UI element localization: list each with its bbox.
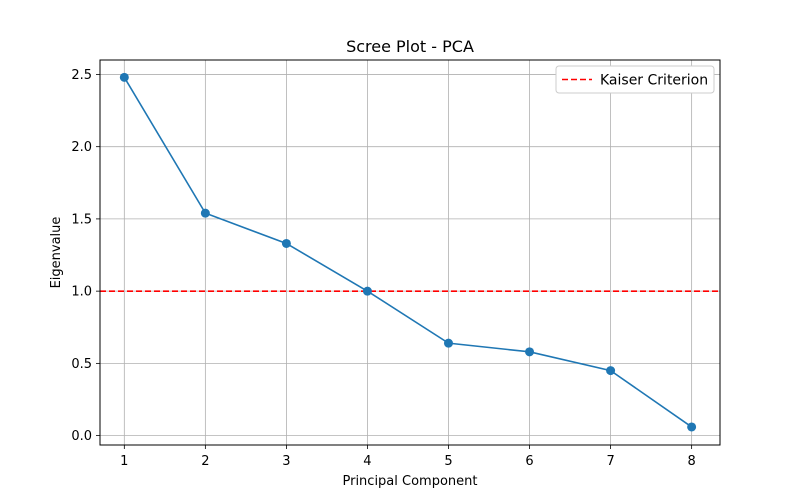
- y-tick-label: 2.5: [71, 68, 92, 83]
- x-tick-label: 4: [363, 454, 371, 469]
- x-tick-label: 2: [201, 454, 209, 469]
- data-point-pc5: [443, 338, 453, 348]
- x-tick-label: 1: [120, 454, 128, 469]
- data-point-pc1: [119, 72, 129, 82]
- x-axis-label: Principal Component: [342, 474, 477, 489]
- data-point-pc7: [606, 366, 616, 376]
- chart-title: Scree Plot - PCA: [346, 37, 474, 56]
- y-axis-ticks: 0.0 0.5 1.0 1.5 2.0 2.5: [71, 68, 100, 444]
- x-tick-label: 8: [687, 454, 695, 469]
- x-axis-ticks: 1 2 3 4 5 6 7 8: [120, 445, 696, 469]
- data-series: [119, 72, 697, 432]
- data-point-pc8: [687, 422, 697, 432]
- data-point-pc3: [281, 238, 291, 248]
- data-point-pc4: [362, 286, 372, 296]
- x-tick-label: 3: [282, 454, 290, 469]
- legend-label-kaiser: Kaiser Criterion: [600, 73, 708, 89]
- x-tick-label: 5: [444, 454, 452, 469]
- x-tick-label: 7: [606, 454, 614, 469]
- y-tick-label: 1.5: [71, 212, 92, 227]
- data-point-pc2: [200, 208, 210, 218]
- eigenvalue-line: [123, 76, 693, 428]
- legend: Kaiser Criterion: [555, 65, 715, 94]
- legend-box: [555, 65, 715, 94]
- y-axis-label: Eigenvalue: [49, 217, 64, 289]
- y-tick-label: 2.0: [71, 140, 92, 155]
- x-tick-label: 6: [525, 454, 533, 469]
- data-point-pc6: [525, 347, 535, 357]
- plot-area-frame: [99, 59, 721, 446]
- y-tick-label: 0.5: [71, 357, 92, 372]
- y-tick-label: 1.0: [71, 285, 92, 300]
- y-tick-label: 0.0: [71, 429, 92, 444]
